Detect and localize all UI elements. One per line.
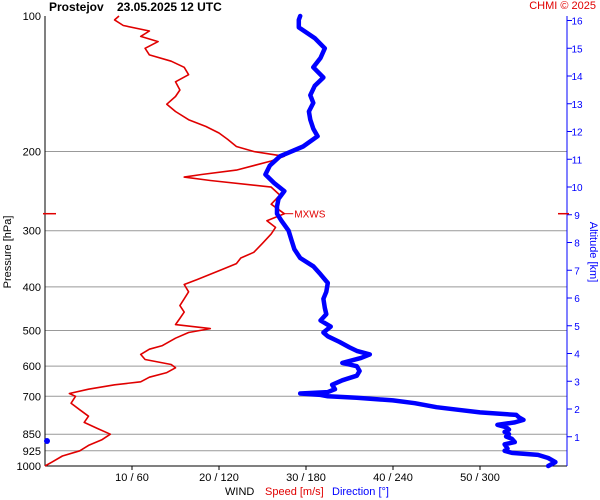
series-line-speed	[44, 15, 286, 467]
pressure-tick-label: 700	[23, 391, 41, 403]
pressure-tick-label: 100	[23, 11, 41, 23]
sounding-datetime: 23.05.2025 12 UTC	[117, 0, 222, 14]
pressure-tick-label: 400	[23, 282, 41, 294]
altitude-tick-label: 8	[574, 239, 580, 250]
pressure-tick-label: 500	[23, 326, 41, 338]
altitude-tick-label: 12	[571, 128, 583, 139]
altitude-tick-label: 16	[571, 17, 583, 28]
altitude-tick-label: 5	[574, 322, 580, 333]
altitude-axis-title: Altitude [km]	[587, 222, 599, 283]
station-name: Prostejov	[49, 0, 104, 14]
pressure-tick-label: 200	[23, 146, 41, 158]
altitude-tick-label: 14	[571, 72, 583, 83]
altitude-tick-label: 9	[574, 211, 580, 222]
pressure-tick-label: 1000	[17, 461, 41, 473]
x-tick-label: 50 / 300	[460, 472, 500, 484]
direction-marker-dot	[44, 438, 50, 445]
x-tick-label: 10 / 60	[115, 472, 149, 484]
mxws-label: MXWS	[294, 210, 325, 221]
altitude-tick-label: 15	[571, 44, 583, 55]
x-axis-title-speed: Speed [m/s]	[265, 486, 324, 498]
series-line-direction	[263, 13, 558, 469]
x-tick-label: 40 / 240	[373, 472, 413, 484]
x-tick-label: 20 / 120	[199, 472, 239, 484]
pressure-tick-label: 925	[23, 446, 41, 458]
pressure-tick-label: 300	[23, 226, 41, 238]
altitude-tick-label: 10	[571, 183, 583, 194]
altitude-tick-label: 11	[572, 155, 583, 166]
pressure-tick-label: 850	[23, 429, 41, 441]
altitude-tick-label: 13	[571, 100, 583, 111]
x-axis-title-direction: Direction [°]	[332, 486, 389, 498]
copyright-credit: CHMI © 2025	[529, 0, 596, 12]
x-axis-title-prefix: WIND	[225, 486, 254, 498]
altitude-tick-label: 3	[574, 377, 580, 388]
altitude-tick-label: 6	[574, 294, 580, 305]
altitude-tick-label: 1	[574, 433, 580, 444]
x-tick-label: 30 / 180	[286, 472, 326, 484]
pressure-tick-label: 600	[23, 361, 41, 373]
altitude-tick-label: 2	[574, 405, 580, 416]
altitude-tick-label: 7	[574, 266, 580, 277]
pressure-axis-title: Pressure [hPa]	[2, 216, 14, 289]
altitude-tick-label: 4	[574, 350, 580, 361]
